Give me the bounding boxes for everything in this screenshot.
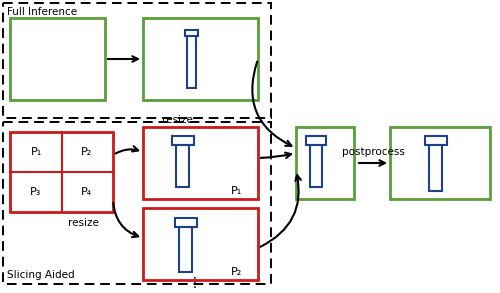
Bar xyxy=(3,122,271,284)
Bar xyxy=(172,136,194,145)
Text: Full Inference: Full Inference xyxy=(7,7,77,17)
Text: P₂: P₂ xyxy=(232,267,242,277)
Bar xyxy=(310,145,322,187)
Bar xyxy=(187,36,196,88)
Bar xyxy=(425,136,447,145)
Bar xyxy=(143,127,258,199)
Bar xyxy=(143,18,258,100)
Text: P₃: P₃ xyxy=(30,187,42,197)
Bar xyxy=(176,145,189,187)
Bar xyxy=(429,145,442,191)
Bar xyxy=(185,30,198,36)
Text: resize: resize xyxy=(68,218,99,228)
Text: resize: resize xyxy=(162,115,193,125)
Text: P₄: P₄ xyxy=(82,187,92,197)
Text: ⋮: ⋮ xyxy=(188,276,202,290)
Bar xyxy=(179,227,192,272)
Bar xyxy=(3,3,271,118)
Text: Slicing Aided: Slicing Aided xyxy=(7,270,74,280)
Bar xyxy=(296,127,354,199)
Text: P₁: P₁ xyxy=(30,147,42,157)
Bar xyxy=(175,218,197,227)
Bar xyxy=(10,18,105,100)
Text: P₁: P₁ xyxy=(232,186,242,196)
Bar xyxy=(390,127,490,199)
Bar xyxy=(306,136,326,145)
Text: postprocess: postprocess xyxy=(342,147,404,157)
Bar xyxy=(10,132,113,212)
Text: P₂: P₂ xyxy=(82,147,92,157)
Bar xyxy=(143,208,258,280)
